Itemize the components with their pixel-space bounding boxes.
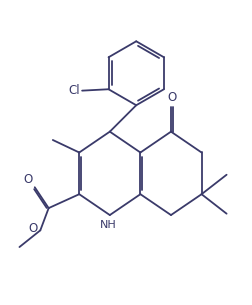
Text: NH: NH [100,220,116,230]
Text: O: O [28,222,37,235]
Text: O: O [167,91,176,104]
Text: O: O [23,173,33,186]
Text: Cl: Cl [68,84,80,97]
